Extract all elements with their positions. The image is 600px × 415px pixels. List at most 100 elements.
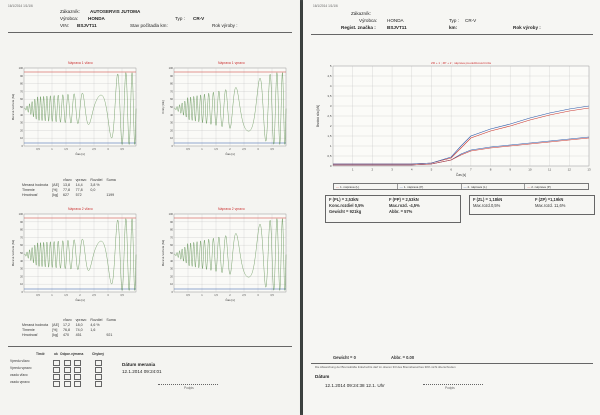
table-cell: Meraná hodnota bbox=[22, 323, 49, 327]
legend-axle2-right: — 2. náprava (P) bbox=[527, 185, 551, 189]
footer-rule bbox=[8, 346, 292, 347]
right-km-label: km: bbox=[449, 25, 458, 30]
table-cell: 17,2 bbox=[62, 323, 70, 327]
x-tick-label: 1 bbox=[201, 293, 203, 297]
table-cell bbox=[88, 333, 104, 338]
vin-label: VIN: bbox=[60, 23, 69, 28]
y-tick-label: 1,5 bbox=[327, 134, 332, 138]
y-tick-label: 0 bbox=[330, 164, 332, 168]
brake-chart-legend: — 1. náprava (L) — 1. náprava (P) — 2. n… bbox=[333, 183, 589, 190]
bottom-braking-ratio: Abbr. = 0.00 bbox=[391, 355, 415, 360]
table-row: Hmotnosť [kg] 470 451 921 bbox=[20, 333, 118, 338]
x-tick-label: 1 bbox=[352, 168, 354, 172]
y-tick-label: 90 bbox=[20, 220, 23, 224]
y-tick-label: 5 bbox=[330, 64, 332, 68]
right-manufacturer-label: Výrobca: bbox=[359, 18, 378, 23]
table-row: Tlmenie [%] 76,8 74,0 1,6 bbox=[20, 328, 118, 333]
x-axis-label: Čas [s] bbox=[225, 151, 235, 156]
table-row: Hmotnosť [kg] 627 572 1199 bbox=[20, 193, 118, 198]
y-tick-label: 3,5 bbox=[327, 94, 332, 98]
status-checkbox[interactable] bbox=[64, 380, 71, 387]
oscillation-trace bbox=[173, 72, 287, 145]
y-tick-label: 40 bbox=[20, 113, 23, 117]
table-cell: 77,8 bbox=[75, 188, 83, 192]
x-tick-label: 0,5 bbox=[36, 293, 40, 297]
chart-title: Náprava 2 vľavo bbox=[68, 207, 93, 211]
chart-axle1-right: 100 90 80 70 60 50 40 30 20 10 0 0,5 1 1,5 2 2,5 3 3,5 Čas… bbox=[160, 61, 292, 158]
x-tick-label: 1,5 bbox=[64, 293, 68, 297]
right-customer-label: Zákazník: bbox=[351, 11, 371, 16]
status-checkbox[interactable] bbox=[95, 359, 102, 366]
y-tick-label: 80 bbox=[170, 228, 173, 232]
table-row: Meraná hodnota [AE] 17,2 18,0 4,6 % bbox=[20, 323, 118, 328]
y-tick-label: 70 bbox=[170, 89, 173, 93]
y-tick-label: 60 bbox=[170, 243, 173, 247]
table-cell: 13,8 bbox=[62, 183, 70, 187]
status-checkbox[interactable] bbox=[64, 373, 71, 380]
table-cell: [AE] bbox=[52, 323, 59, 327]
x-tick-label: 3,5 bbox=[270, 293, 274, 297]
replacement-label: výmena bbox=[71, 352, 84, 356]
manufacturer-label: Výrobca: bbox=[60, 16, 79, 21]
x-axis-label: Čas [s] bbox=[456, 172, 466, 177]
y-tick-label: 90 bbox=[20, 74, 23, 78]
x-tick-label: 6 bbox=[450, 168, 452, 172]
table-cell: 0,0 bbox=[90, 188, 96, 192]
y-tick-label: 30 bbox=[170, 121, 173, 125]
table-cell: 1,6 bbox=[90, 328, 96, 332]
table-cell: [%] bbox=[52, 328, 58, 332]
right-signature-label: Podpis bbox=[445, 386, 455, 390]
status-checkbox[interactable] bbox=[74, 359, 81, 366]
y-axis-label: Meraná hodnota [AE] bbox=[161, 240, 165, 267]
y-tick-label: 0 bbox=[172, 290, 174, 294]
rear-max-diff-left: Max.rozd.0,5% bbox=[473, 203, 501, 208]
status-checkbox[interactable] bbox=[53, 359, 60, 366]
status-checkbox[interactable] bbox=[95, 373, 102, 380]
y-tick-label: 2 bbox=[330, 124, 332, 128]
status-checkbox[interactable] bbox=[74, 366, 81, 373]
y-tick-label: 100 bbox=[169, 66, 174, 70]
table-cell: Tlmenie bbox=[22, 328, 35, 332]
y-tick-label: 0 bbox=[172, 144, 174, 148]
table-row: Tlmenie [%] 77,8 77,8 0,0 bbox=[20, 188, 118, 193]
status-checkbox[interactable] bbox=[95, 380, 102, 387]
axle1-results-table: vľavo vpravo Rozdiel Suma Meraná hodnota [AE]… bbox=[20, 178, 118, 198]
status-checkbox[interactable] bbox=[53, 380, 60, 387]
signature-line bbox=[158, 384, 218, 385]
status-checkbox[interactable] bbox=[74, 373, 81, 380]
oscillation-trace bbox=[23, 218, 137, 291]
status-checkbox[interactable] bbox=[53, 366, 60, 373]
table-cell: 470 bbox=[62, 333, 69, 337]
x-tick-label: 2 bbox=[372, 168, 374, 172]
status-checkbox[interactable] bbox=[53, 373, 60, 380]
y-tick-label: 80 bbox=[170, 82, 173, 86]
x-tick-label: 1 bbox=[51, 293, 53, 297]
y-tick-label: 30 bbox=[20, 121, 23, 125]
right-report-sheet: 16/1/2014 1/1/1/6 Zákazník: Výrobca: HON… bbox=[303, 0, 600, 415]
x-tick-label: 12 bbox=[568, 168, 572, 172]
x-tick-label: 1,5 bbox=[64, 147, 68, 151]
front-left-force: F (PL) = 2,53kN bbox=[329, 197, 359, 202]
y-tick-label: 50 bbox=[170, 105, 173, 109]
rear-max-diff-right: Max.rozd. 11,6% bbox=[535, 203, 566, 208]
y-tick-label: 100 bbox=[169, 212, 174, 216]
damper-row-label: Vpredu vľavo bbox=[10, 359, 30, 363]
table-cell: [kg] bbox=[52, 333, 58, 337]
status-checkbox[interactable] bbox=[64, 359, 71, 366]
y-tick-label: 4,5 bbox=[327, 74, 332, 78]
damper-row-label: vzadu vpravo bbox=[10, 380, 30, 384]
y-tick-label: 0 bbox=[22, 290, 24, 294]
x-tick-label: 5 bbox=[431, 168, 433, 172]
y-tick-label: 20 bbox=[170, 274, 173, 278]
brake-force-chart: 5 4,5 4 3,5 3 2,5 2 1,5 1 0,5 0 1 2 3 4 5 6 7 8 9 10 11 12 13 ZR… bbox=[311, 58, 593, 180]
status-checkbox[interactable] bbox=[95, 366, 102, 373]
table-cell: 572 bbox=[75, 193, 82, 197]
chart-title: Náprava 1 vpravo bbox=[218, 61, 245, 65]
x-tick-label: 4 bbox=[411, 168, 413, 172]
status-checkbox[interactable] bbox=[74, 380, 81, 387]
table-cell: [AE] bbox=[52, 183, 59, 187]
status-checkbox[interactable] bbox=[64, 366, 71, 373]
table-header-cell: vľavo bbox=[62, 318, 72, 322]
